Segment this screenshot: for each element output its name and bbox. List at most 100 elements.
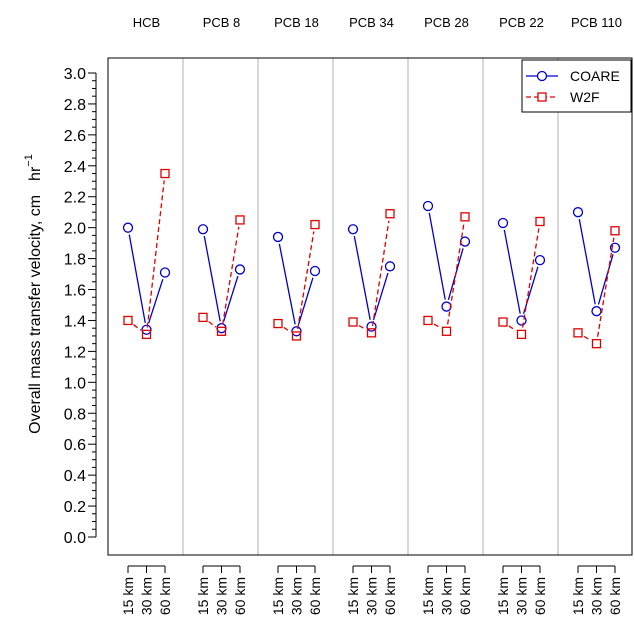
- y-tick-label: 2.2: [64, 190, 86, 207]
- series-segment: [283, 326, 292, 333]
- x-tick-label: 30 km: [514, 577, 530, 615]
- data-point: [385, 209, 395, 219]
- data-point: [610, 226, 620, 236]
- legend: COARE W2F: [521, 59, 632, 113]
- series-segment: [371, 220, 390, 327]
- y-tick-label: 2.4: [64, 159, 86, 176]
- data-point: [160, 168, 170, 179]
- y-tick-label: 1.0: [64, 375, 86, 392]
- series-segment: [503, 229, 521, 314]
- y-tick-label: 1.2: [64, 344, 86, 361]
- series-segment: [148, 278, 164, 324]
- y-tick-label: 3.0: [64, 66, 86, 83]
- data-point: [572, 207, 584, 218]
- y-tick-label: 0.8: [64, 406, 86, 423]
- series-segment: [522, 266, 539, 314]
- x-tick-label: 15 km: [495, 577, 511, 615]
- x-tick-label: 30 km: [139, 577, 155, 615]
- series-segment: [297, 231, 315, 330]
- series-layer: [122, 168, 621, 349]
- y-axis-label-exponent: −1: [23, 154, 35, 167]
- legend-box: [521, 59, 632, 113]
- legend-marker: [537, 92, 547, 102]
- data-point: [197, 224, 209, 235]
- data-point: [123, 315, 133, 326]
- data-point: [366, 321, 377, 332]
- data-point: [198, 312, 208, 323]
- group-label: PCB 22: [499, 15, 544, 30]
- series-segment: [433, 323, 441, 329]
- y-tick-label: 0.4: [64, 468, 86, 485]
- series-segment: [596, 237, 615, 337]
- x-tick-label: 60 km: [382, 577, 398, 615]
- series-segment: [508, 325, 517, 332]
- series-segment: [128, 234, 146, 323]
- series-segment: [133, 324, 142, 331]
- x-tick-label: 30 km: [439, 577, 455, 615]
- series-segment: [597, 254, 614, 305]
- data-point: [309, 265, 321, 277]
- data-point: [460, 212, 470, 222]
- series-segment: [222, 275, 239, 322]
- plot-frame: [107, 57, 633, 556]
- data-point: [159, 267, 171, 278]
- data-point: [591, 339, 602, 349]
- x-tick-label: 30 km: [289, 577, 305, 615]
- data-point: [366, 328, 377, 338]
- x-tick-label: 60 km: [232, 577, 248, 615]
- data-point: [441, 326, 452, 336]
- data-point: [573, 328, 583, 338]
- y-tick-label: 1.8: [64, 252, 86, 269]
- series-segment: [353, 235, 371, 320]
- data-point: [497, 217, 509, 229]
- series-segment: [297, 277, 314, 325]
- x-tick-label: 15 km: [120, 577, 136, 615]
- data-point: [291, 331, 302, 341]
- series-segment: [446, 223, 465, 325]
- x-tick-label: 15 km: [195, 577, 211, 615]
- data-point: [235, 215, 245, 225]
- series-segment: [278, 243, 296, 325]
- data-point: [141, 329, 152, 340]
- x-tick-label: 30 km: [364, 577, 380, 615]
- x-tick-label: 15 km: [345, 577, 361, 615]
- data-point: [273, 318, 283, 329]
- data-point: [234, 264, 246, 275]
- x-tick-label: 60 km: [457, 577, 473, 615]
- data-point: [348, 317, 358, 327]
- y-axis: 0.0 0.2 0.4 0.6 0.8 1.0 1.2 1.4 1.6 1.8 2.0 2.2 2.4 2…: [64, 66, 97, 547]
- series-w2f: [123, 168, 620, 349]
- x-tick-label: 60 km: [157, 577, 173, 615]
- y-axis-label: Overall mass transfer velocity, cm hr−1: [23, 154, 44, 434]
- data-point: [516, 315, 527, 326]
- series-segment: [222, 226, 240, 325]
- y-axis-label-text: Overall mass transfer velocity, cm: [27, 195, 44, 434]
- y-axis-label-unit: hr: [27, 166, 44, 181]
- series-segment: [428, 212, 446, 300]
- series-segment: [583, 335, 591, 341]
- x-tick-label: 60 km: [607, 577, 623, 615]
- data-point: [422, 200, 434, 212]
- x-tick-label: 30 km: [214, 577, 230, 615]
- legend-marker: [536, 70, 548, 82]
- data-point: [498, 317, 508, 327]
- group-label: HCB: [133, 15, 160, 30]
- series-segment: [578, 218, 596, 305]
- x-tick-label: 60 km: [307, 577, 323, 615]
- data-point: [423, 315, 433, 326]
- x-axis: 15 km 30 km 60 km 15 km 30 km 60 km 15 km 30 km…: [120, 565, 623, 615]
- data-point: [272, 231, 284, 243]
- data-point: [122, 222, 134, 233]
- data-point: [384, 261, 396, 272]
- x-tick-label: 60 km: [532, 577, 548, 615]
- data-point: [310, 219, 320, 230]
- data-point: [591, 306, 602, 317]
- y-tick-label: 2.0: [64, 221, 86, 238]
- series-segment: [358, 324, 366, 330]
- series-segment: [521, 228, 540, 328]
- y-tick-label: 2.8: [64, 97, 86, 114]
- data-point: [535, 216, 545, 227]
- group-labels: HCB PCB 8 PCB 18 PCB 34 PCB 28 PCB 22 PCB 110: [133, 15, 622, 30]
- x-tick-label: 15 km: [570, 577, 586, 615]
